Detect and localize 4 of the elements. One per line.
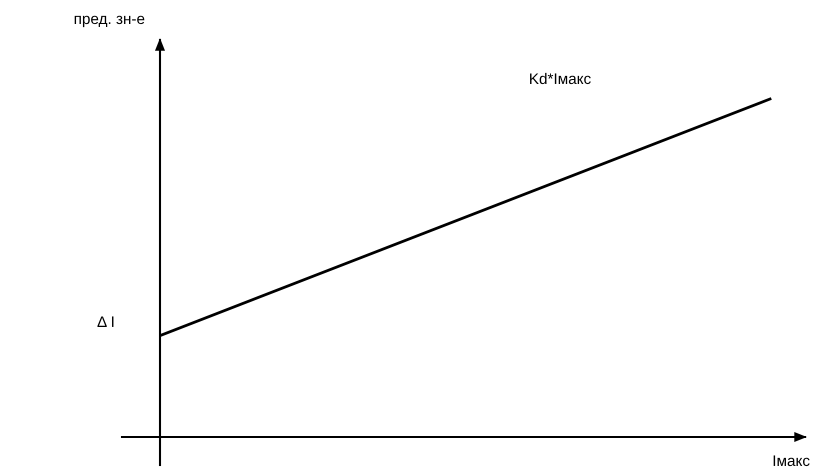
annotation: Δ I bbox=[97, 316, 114, 327]
y-axis-title: пред. зн-е bbox=[74, 16, 144, 28]
x-axis-title: Iмакс bbox=[774, 455, 810, 466]
text: Kd*Iмакс bbox=[530, 72, 591, 84]
